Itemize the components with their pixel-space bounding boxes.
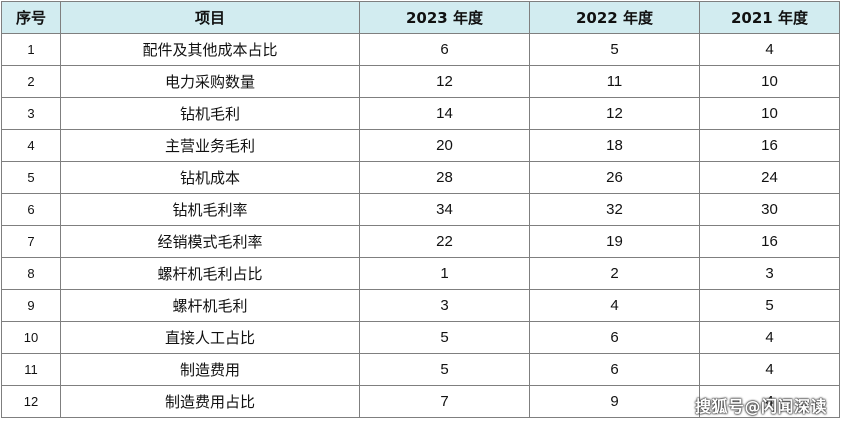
cell-2022: 6 — [529, 321, 700, 354]
cell-item: 电力采购数量 — [60, 65, 360, 98]
cell-2021: 10 — [699, 97, 840, 130]
cell-2022: 9 — [529, 385, 700, 418]
table-row: 10 直接人工占比 5 6 4 — [1, 321, 840, 354]
cell-item: 制造费用占比 — [60, 385, 360, 418]
cell-2021: 3 — [699, 257, 840, 290]
table-row: 1 配件及其他成本占比 6 5 4 — [1, 33, 840, 66]
cell-2021: 4 — [699, 385, 840, 418]
cell-2023: 14 — [359, 97, 530, 130]
cell-2023: 20 — [359, 129, 530, 162]
cell-2022: 19 — [529, 225, 700, 258]
cell-index: 2 — [1, 65, 61, 98]
table-row: 9 螺杆机毛利 3 4 5 — [1, 289, 840, 322]
cell-item: 主营业务毛利 — [60, 129, 360, 162]
cell-2023: 22 — [359, 225, 530, 258]
cell-2021: 4 — [699, 353, 840, 386]
cell-2021: 30 — [699, 193, 840, 226]
cell-2022: 26 — [529, 161, 700, 194]
table-header: 序号 项目 2023 年度 2022 年度 2021 年度 — [1, 1, 840, 34]
cell-index: 3 — [1, 97, 61, 130]
cell-index: 7 — [1, 225, 61, 258]
cell-item: 配件及其他成本占比 — [60, 33, 360, 66]
cell-2023: 5 — [359, 321, 530, 354]
table-row: 4 主营业务毛利 20 18 16 — [1, 129, 840, 162]
cell-2022: 11 — [529, 65, 700, 98]
table-row: 6 钻机毛利率 34 32 30 — [1, 193, 840, 226]
cell-item: 直接人工占比 — [60, 321, 360, 354]
table-row: 3 钻机毛利 14 12 10 — [1, 97, 840, 130]
cell-index: 8 — [1, 257, 61, 290]
header-cell-index: 序号 — [1, 1, 61, 34]
cell-2023: 3 — [359, 289, 530, 322]
cell-2022: 4 — [529, 289, 700, 322]
cell-index: 4 — [1, 129, 61, 162]
header-cell-2022: 2022 年度 — [529, 1, 700, 34]
cell-item: 钻机毛利 — [60, 97, 360, 130]
cell-2022: 5 — [529, 33, 700, 66]
table-row: 8 螺杆机毛利占比 1 2 3 — [1, 257, 840, 290]
cell-2023: 5 — [359, 353, 530, 386]
header-cell-2023: 2023 年度 — [359, 1, 530, 34]
cell-2023: 12 — [359, 65, 530, 98]
cell-2022: 6 — [529, 353, 700, 386]
cell-index: 11 — [1, 353, 61, 386]
cell-item: 制造费用 — [60, 353, 360, 386]
cell-2021: 5 — [699, 289, 840, 322]
header-cell-item: 项目 — [60, 1, 360, 34]
cell-index: 5 — [1, 161, 61, 194]
cell-2021: 4 — [699, 321, 840, 354]
cell-2021: 10 — [699, 65, 840, 98]
cell-2023: 6 — [359, 33, 530, 66]
cell-item: 螺杆机毛利 — [60, 289, 360, 322]
cell-index: 1 — [1, 33, 61, 66]
cell-2022: 2 — [529, 257, 700, 290]
cell-2023: 1 — [359, 257, 530, 290]
table-row: 5 钻机成本 28 26 24 — [1, 161, 840, 194]
cell-item: 经销模式毛利率 — [60, 225, 360, 258]
cell-2021: 16 — [699, 129, 840, 162]
table-row: 2 电力采购数量 12 11 10 — [1, 65, 840, 98]
cell-index: 12 — [1, 385, 61, 418]
cell-index: 6 — [1, 193, 61, 226]
cell-item: 钻机成本 — [60, 161, 360, 194]
cell-2022: 18 — [529, 129, 700, 162]
cell-2022: 32 — [529, 193, 700, 226]
table-row: 12 制造费用占比 7 9 4 — [1, 385, 840, 418]
table-row: 7 经销模式毛利率 22 19 16 — [1, 225, 840, 258]
cell-2022: 12 — [529, 97, 700, 130]
cell-2023: 7 — [359, 385, 530, 418]
cell-index: 9 — [1, 289, 61, 322]
cell-index: 10 — [1, 321, 61, 354]
cell-2023: 28 — [359, 161, 530, 194]
header-cell-2021: 2021 年度 — [699, 1, 840, 34]
header-row: 序号 项目 2023 年度 2022 年度 2021 年度 — [1, 1, 840, 34]
table-body: 1 配件及其他成本占比 6 5 4 2 电力采购数量 12 11 10 3 钻机… — [1, 33, 840, 418]
cell-item: 钻机毛利率 — [60, 193, 360, 226]
cell-2023: 34 — [359, 193, 530, 226]
cell-2021: 16 — [699, 225, 840, 258]
cell-2021: 4 — [699, 33, 840, 66]
cell-2021: 24 — [699, 161, 840, 194]
table-row: 11 制造费用 5 6 4 — [1, 353, 840, 386]
cell-item: 螺杆机毛利占比 — [60, 257, 360, 290]
